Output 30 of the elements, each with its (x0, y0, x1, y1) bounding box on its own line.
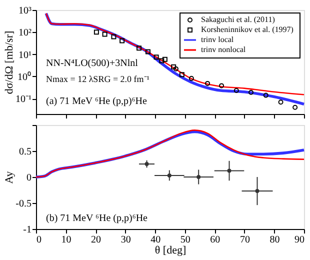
y-axis-title: dσ/dΩ [mb/sr] (4, 30, 16, 94)
legend-label: trinv nonlocal (201, 45, 246, 54)
x-tick-label: 0 (36, 234, 42, 246)
y-tick-label: 10¹ (18, 50, 32, 61)
x-tick-label: 80 (270, 234, 280, 246)
y-tick-label: 0 (26, 172, 32, 184)
y-tick-label: -1 (23, 224, 32, 236)
legend-label: trinv local (201, 35, 234, 44)
x-tick-label: 30 (120, 234, 131, 246)
annotation: NN-N⁴LO(500)+3Nlnl (46, 58, 138, 69)
legend-label: Korsheninnikov et al. (1997) (201, 25, 294, 34)
y-tick-label: 0.5 (19, 146, 32, 158)
x-tick-label: 90 (294, 234, 304, 246)
annotation: (b) 71 MeV ⁶He (p,p)⁶He (46, 213, 148, 224)
y-tick-label: 10² (18, 28, 32, 39)
y-tick-label: -0.5 (16, 198, 32, 210)
x-tick-label: 20 (91, 234, 102, 246)
annotation: Nmax = 12 λSRG = 2.0 fm⁻¹ (46, 74, 150, 84)
x-tick-label: 60 (210, 234, 220, 246)
x-axis-title: θ [deg] (154, 244, 186, 256)
x-tick-label: 10 (61, 234, 72, 246)
x-tick-label: 70 (240, 234, 250, 246)
y-tick-label: 10³ (18, 6, 32, 16)
y-tick-label: 10⁻¹ (16, 94, 32, 106)
annotation: (a) 71 MeV ⁶He (p,p)⁶He (46, 96, 148, 107)
y-tick-label: 10⁰ (18, 70, 32, 83)
x-tick-label: 40 (150, 234, 161, 246)
legend-label: Sakaguchi et al. (2011) (201, 15, 276, 24)
y-axis-title: Ay (4, 170, 16, 184)
x-tick-label: 50 (180, 234, 190, 246)
